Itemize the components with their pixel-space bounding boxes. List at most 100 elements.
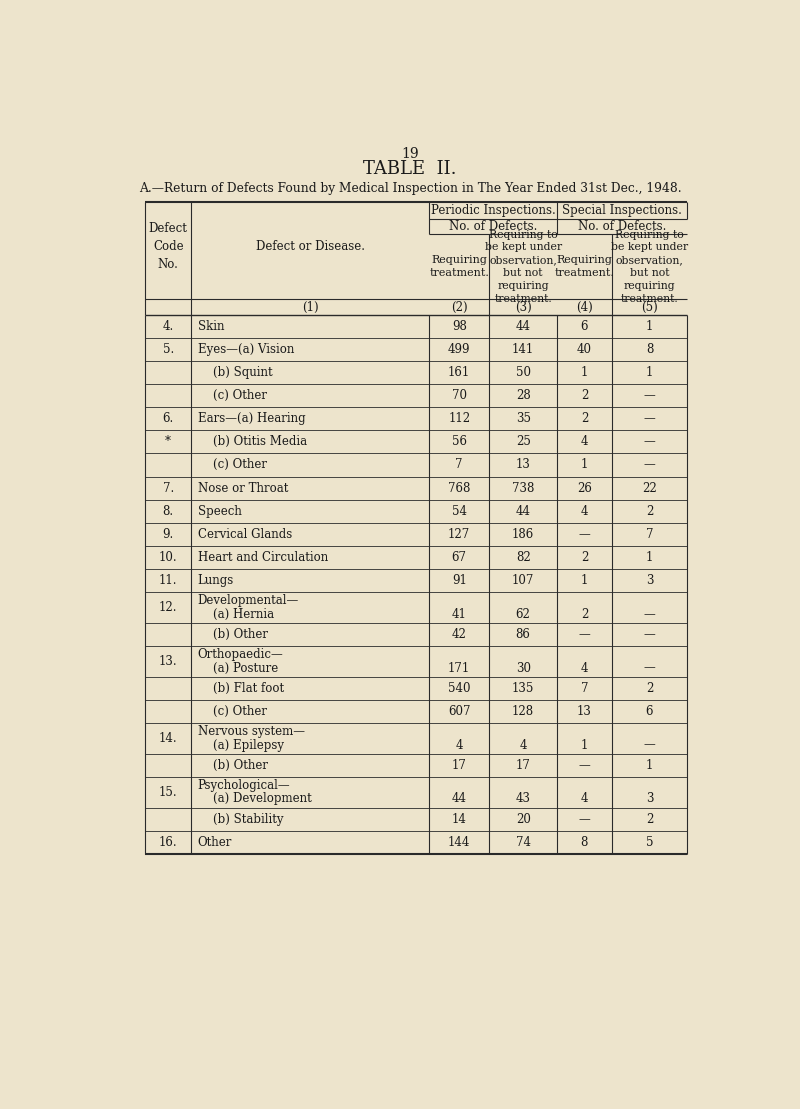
Text: 13.: 13. (159, 654, 178, 668)
Text: 738: 738 (512, 481, 534, 495)
Text: TABLE  II.: TABLE II. (363, 160, 457, 177)
Text: 144: 144 (448, 836, 470, 848)
Text: 8: 8 (581, 836, 588, 848)
Text: Eyes—(a) Vision: Eyes—(a) Vision (198, 343, 294, 356)
Text: Speech: Speech (198, 505, 242, 518)
Text: —: — (643, 628, 655, 641)
Text: 1: 1 (581, 739, 588, 752)
Text: —: — (578, 628, 590, 641)
Text: 5.: 5. (162, 343, 174, 356)
Text: 15.: 15. (159, 785, 178, 798)
Text: 19: 19 (401, 146, 419, 161)
Text: —: — (578, 813, 590, 825)
Text: 1: 1 (581, 574, 588, 587)
Text: 7.: 7. (162, 481, 174, 495)
Text: 20: 20 (516, 813, 530, 825)
Text: 35: 35 (516, 413, 530, 425)
Text: Requiring
treatment.: Requiring treatment. (430, 255, 489, 278)
Text: 56: 56 (452, 436, 466, 448)
Text: 13: 13 (577, 705, 592, 718)
Text: (c) Other: (c) Other (213, 705, 267, 718)
Text: Defect
Code
No.: Defect Code No. (149, 222, 188, 272)
Text: Cervical Glands: Cervical Glands (198, 528, 292, 541)
Text: 128: 128 (512, 705, 534, 718)
Text: Other: Other (198, 836, 232, 848)
Text: 2: 2 (646, 682, 653, 694)
Text: 43: 43 (516, 793, 530, 805)
Text: 3: 3 (646, 793, 654, 805)
Text: 50: 50 (516, 366, 530, 379)
Text: 17: 17 (452, 759, 466, 772)
Text: Defect or Disease.: Defect or Disease. (256, 241, 365, 253)
Text: 186: 186 (512, 528, 534, 541)
Text: No. of Defects.: No. of Defects. (449, 220, 538, 233)
Text: 1: 1 (646, 319, 653, 333)
Text: 4: 4 (581, 505, 588, 518)
Text: 2: 2 (646, 813, 653, 825)
Text: —: — (643, 436, 655, 448)
Text: Periodic Inspections.: Periodic Inspections. (431, 204, 556, 216)
Text: 44: 44 (452, 793, 466, 805)
Text: 7: 7 (646, 528, 654, 541)
Text: —: — (578, 759, 590, 772)
Text: 1: 1 (646, 551, 653, 563)
Text: (c) Other: (c) Other (213, 458, 267, 471)
Text: (a) Hernia: (a) Hernia (213, 608, 274, 621)
Text: 2: 2 (581, 551, 588, 563)
Text: 91: 91 (452, 574, 466, 587)
Text: 54: 54 (452, 505, 466, 518)
Text: (a) Development: (a) Development (213, 793, 312, 805)
Text: 4: 4 (519, 739, 527, 752)
Text: Special Inspections.: Special Inspections. (562, 204, 682, 216)
Text: (3): (3) (514, 301, 531, 314)
Text: (a) Epilepsy: (a) Epilepsy (213, 739, 284, 752)
Text: 6.: 6. (162, 413, 174, 425)
Text: (b) Otitis Media: (b) Otitis Media (213, 436, 307, 448)
Text: 1: 1 (646, 759, 653, 772)
Text: (2): (2) (451, 301, 467, 314)
Text: 6: 6 (646, 705, 654, 718)
Text: 4: 4 (581, 793, 588, 805)
Text: 4: 4 (581, 662, 588, 674)
Text: —: — (643, 458, 655, 471)
Text: 42: 42 (452, 628, 466, 641)
Text: 9.: 9. (162, 528, 174, 541)
Text: 16.: 16. (159, 836, 178, 848)
Text: (b) Other: (b) Other (213, 759, 268, 772)
Text: 26: 26 (577, 481, 592, 495)
Text: 98: 98 (452, 319, 466, 333)
Text: 1: 1 (646, 366, 653, 379)
Text: Psychological—: Psychological— (198, 779, 290, 792)
Text: *: * (165, 436, 171, 448)
Text: 13: 13 (516, 458, 530, 471)
Text: 14.: 14. (159, 732, 178, 745)
Text: 17: 17 (516, 759, 530, 772)
Text: 107: 107 (512, 574, 534, 587)
Text: 70: 70 (452, 389, 466, 403)
Text: 141: 141 (512, 343, 534, 356)
Text: Orthopaedic—: Orthopaedic— (198, 648, 283, 661)
Text: 12.: 12. (159, 601, 178, 614)
Text: (c) Other: (c) Other (213, 389, 267, 403)
Text: —: — (643, 608, 655, 621)
Text: 4.: 4. (162, 319, 174, 333)
Text: Requiring
treatment.: Requiring treatment. (554, 255, 614, 278)
Text: 5: 5 (646, 836, 654, 848)
Text: 135: 135 (512, 682, 534, 694)
Text: Skin: Skin (198, 319, 224, 333)
Text: (4): (4) (576, 301, 593, 314)
Text: Requiring to
be kept under
observation,
but not
requiring
treatment.: Requiring to be kept under observation, … (485, 230, 562, 304)
Text: Requiring to
be kept under
observation,
but not
requiring
treatment.: Requiring to be kept under observation, … (611, 230, 688, 304)
Text: (a) Posture: (a) Posture (213, 662, 278, 674)
Text: 768: 768 (448, 481, 470, 495)
Text: (b) Other: (b) Other (213, 628, 268, 641)
Text: 6: 6 (581, 319, 588, 333)
Text: 161: 161 (448, 366, 470, 379)
Text: 25: 25 (516, 436, 530, 448)
Text: —: — (643, 739, 655, 752)
Text: 8: 8 (646, 343, 653, 356)
Text: (b) Stability: (b) Stability (213, 813, 284, 825)
Text: 11.: 11. (159, 574, 178, 587)
Text: 2: 2 (581, 608, 588, 621)
Text: (b) Squint: (b) Squint (213, 366, 273, 379)
